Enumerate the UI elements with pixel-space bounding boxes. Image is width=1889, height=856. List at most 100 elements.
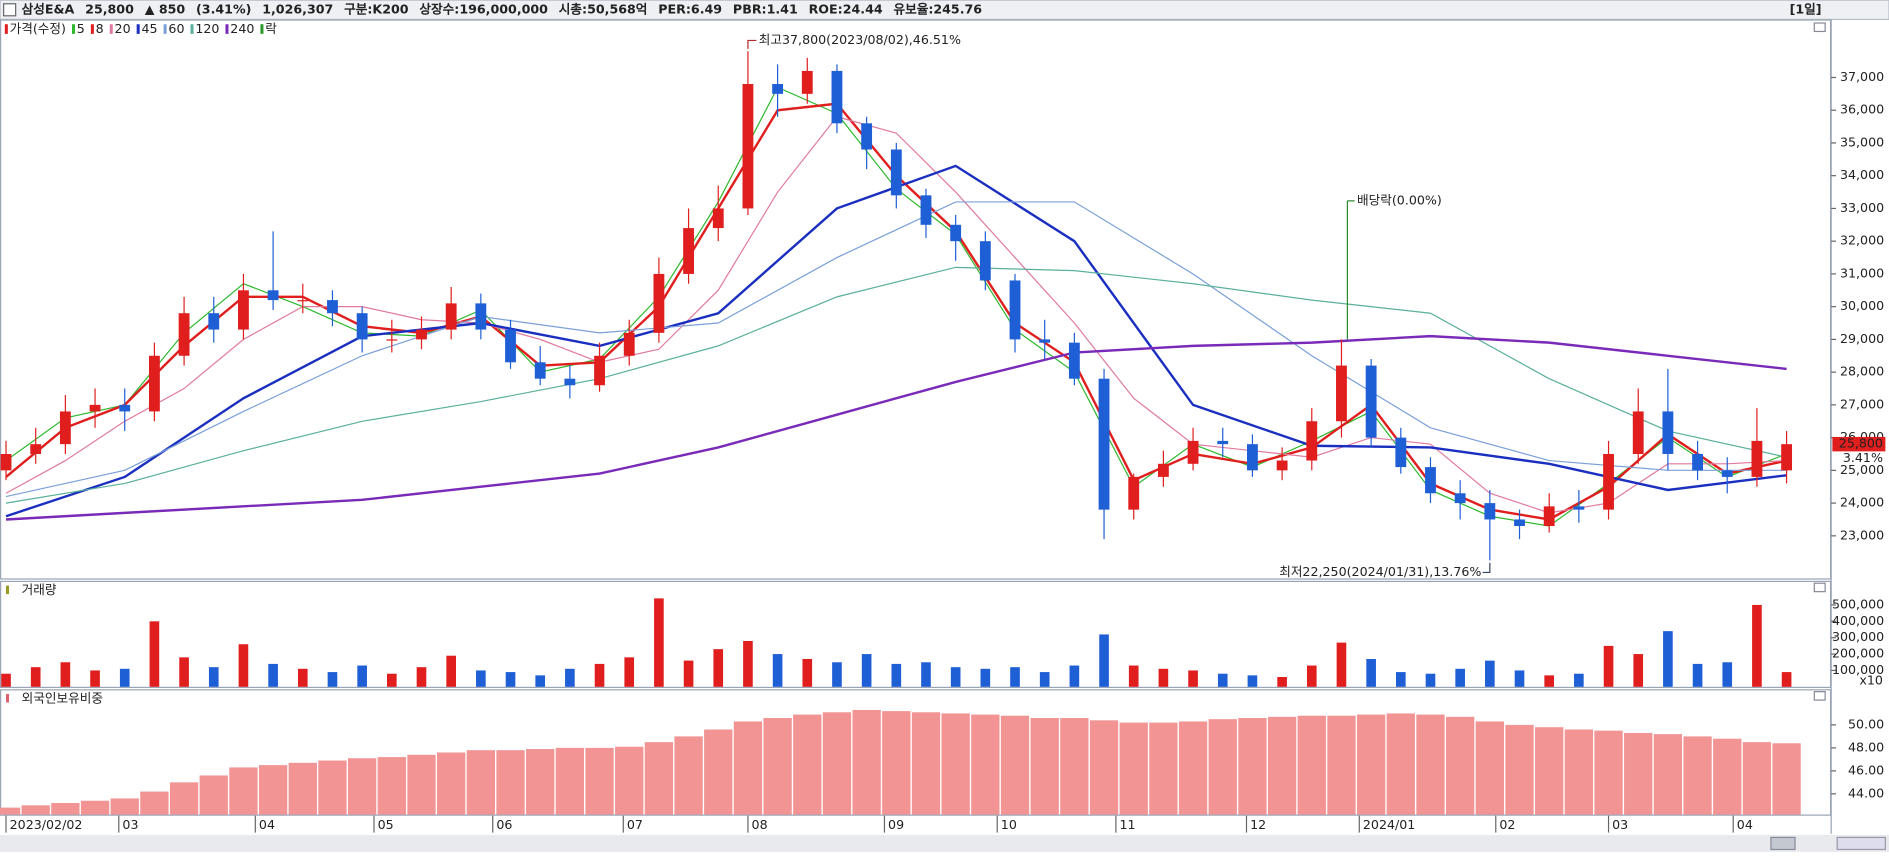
candle-body xyxy=(1068,342,1080,379)
header-item: (3.41%) xyxy=(196,1,251,16)
candle-body xyxy=(178,313,190,356)
panel-button[interactable] xyxy=(1813,691,1826,701)
bar xyxy=(1772,743,1801,815)
bar xyxy=(407,754,436,815)
candle-body xyxy=(356,313,368,340)
period-label[interactable]: [1일] xyxy=(1790,1,1822,16)
panel-button[interactable] xyxy=(1813,582,1826,593)
candle-body xyxy=(1157,463,1169,477)
candle-body xyxy=(683,228,694,274)
candle-body xyxy=(1365,365,1377,438)
bar xyxy=(1149,722,1178,815)
bar xyxy=(971,714,1000,815)
bar xyxy=(704,729,733,815)
bar xyxy=(1158,668,1169,687)
y-tick-label: 33,000 xyxy=(1840,200,1884,215)
bar xyxy=(1514,670,1525,687)
x-tick-label: 05 xyxy=(378,817,394,832)
bar xyxy=(535,675,546,687)
y-tick-label: 100,000 xyxy=(1832,662,1884,677)
candle-body xyxy=(772,84,784,94)
bar xyxy=(229,767,258,815)
bar xyxy=(1060,718,1089,815)
candle-body xyxy=(594,355,605,386)
bar xyxy=(1395,672,1406,687)
annotation: 배당락(0.00%) xyxy=(1357,192,1442,207)
bar xyxy=(1722,662,1733,687)
bar xyxy=(980,668,991,687)
y-tick-label: 24,000 xyxy=(1840,495,1884,510)
bar xyxy=(941,713,970,815)
bar xyxy=(1455,668,1465,687)
bar xyxy=(446,655,456,687)
y-tick-label: 34,000 xyxy=(1840,167,1884,182)
scrollbar-track[interactable] xyxy=(0,835,1889,852)
candle-body xyxy=(979,241,991,281)
y-tick-label: 46.00 xyxy=(1848,762,1884,777)
candle-body xyxy=(831,70,843,124)
panel-title-swatch xyxy=(6,694,10,703)
candle-body xyxy=(327,300,338,314)
bar xyxy=(921,662,931,687)
y-tick-label: 32,000 xyxy=(1840,233,1884,248)
bar xyxy=(1386,713,1415,815)
candle-body xyxy=(653,273,665,333)
zoom-buttons[interactable] xyxy=(1836,836,1886,851)
y-tick-label: 30,000 xyxy=(1840,298,1884,313)
bar xyxy=(505,672,516,687)
header-item: ▲ 850 xyxy=(145,1,186,16)
candle-body xyxy=(1276,460,1288,471)
bar xyxy=(733,721,763,815)
bar xyxy=(80,800,110,815)
bar xyxy=(1000,715,1030,815)
bar xyxy=(1603,645,1614,687)
bar xyxy=(1336,642,1347,687)
bar xyxy=(258,765,288,815)
bar xyxy=(1544,675,1555,687)
candle-body xyxy=(950,224,962,242)
bar xyxy=(852,709,881,815)
x-tick-label: 11 xyxy=(1120,817,1136,832)
candle-body xyxy=(623,332,635,356)
bar xyxy=(674,736,703,815)
bar xyxy=(1564,729,1594,815)
bar xyxy=(1297,715,1326,815)
bar xyxy=(357,665,367,687)
bar xyxy=(140,791,169,815)
bar xyxy=(1713,738,1742,815)
candle-body xyxy=(386,339,398,341)
legend-series: 8 xyxy=(96,21,104,36)
candle-body xyxy=(1306,421,1318,461)
candle-body xyxy=(1128,476,1140,510)
x-tick-label: 10 xyxy=(1001,817,1017,832)
header-item: 25,800 xyxy=(85,1,134,16)
candle-body xyxy=(1543,506,1555,527)
bar xyxy=(1099,634,1109,687)
candle-body xyxy=(1484,503,1496,520)
bar xyxy=(1247,675,1258,687)
x-tick-label: 06 xyxy=(496,817,512,832)
candle-body xyxy=(742,84,754,209)
x-tick-label: 03 xyxy=(122,817,138,832)
bar xyxy=(318,760,347,815)
legend-swatch xyxy=(4,24,8,34)
ma-line xyxy=(5,266,1787,504)
bar xyxy=(1574,673,1584,687)
price-tag xyxy=(1832,436,1886,452)
legend-swatch xyxy=(260,24,264,34)
bar xyxy=(1624,732,1653,815)
x-tick-label: 04 xyxy=(1737,817,1753,832)
candle-body xyxy=(416,329,427,340)
candle-body xyxy=(30,444,42,454)
bar xyxy=(1217,673,1228,687)
candle-body xyxy=(208,313,220,330)
legend-series: 5 xyxy=(77,21,85,36)
annotation-arrow xyxy=(1482,562,1491,574)
x-tick-label: 12 xyxy=(1250,817,1266,832)
candle-body xyxy=(505,329,516,363)
scroll-thumb[interactable] xyxy=(1770,836,1796,851)
panel-button[interactable] xyxy=(1813,22,1826,33)
checkbox[interactable] xyxy=(3,3,17,17)
bar xyxy=(1128,665,1139,687)
